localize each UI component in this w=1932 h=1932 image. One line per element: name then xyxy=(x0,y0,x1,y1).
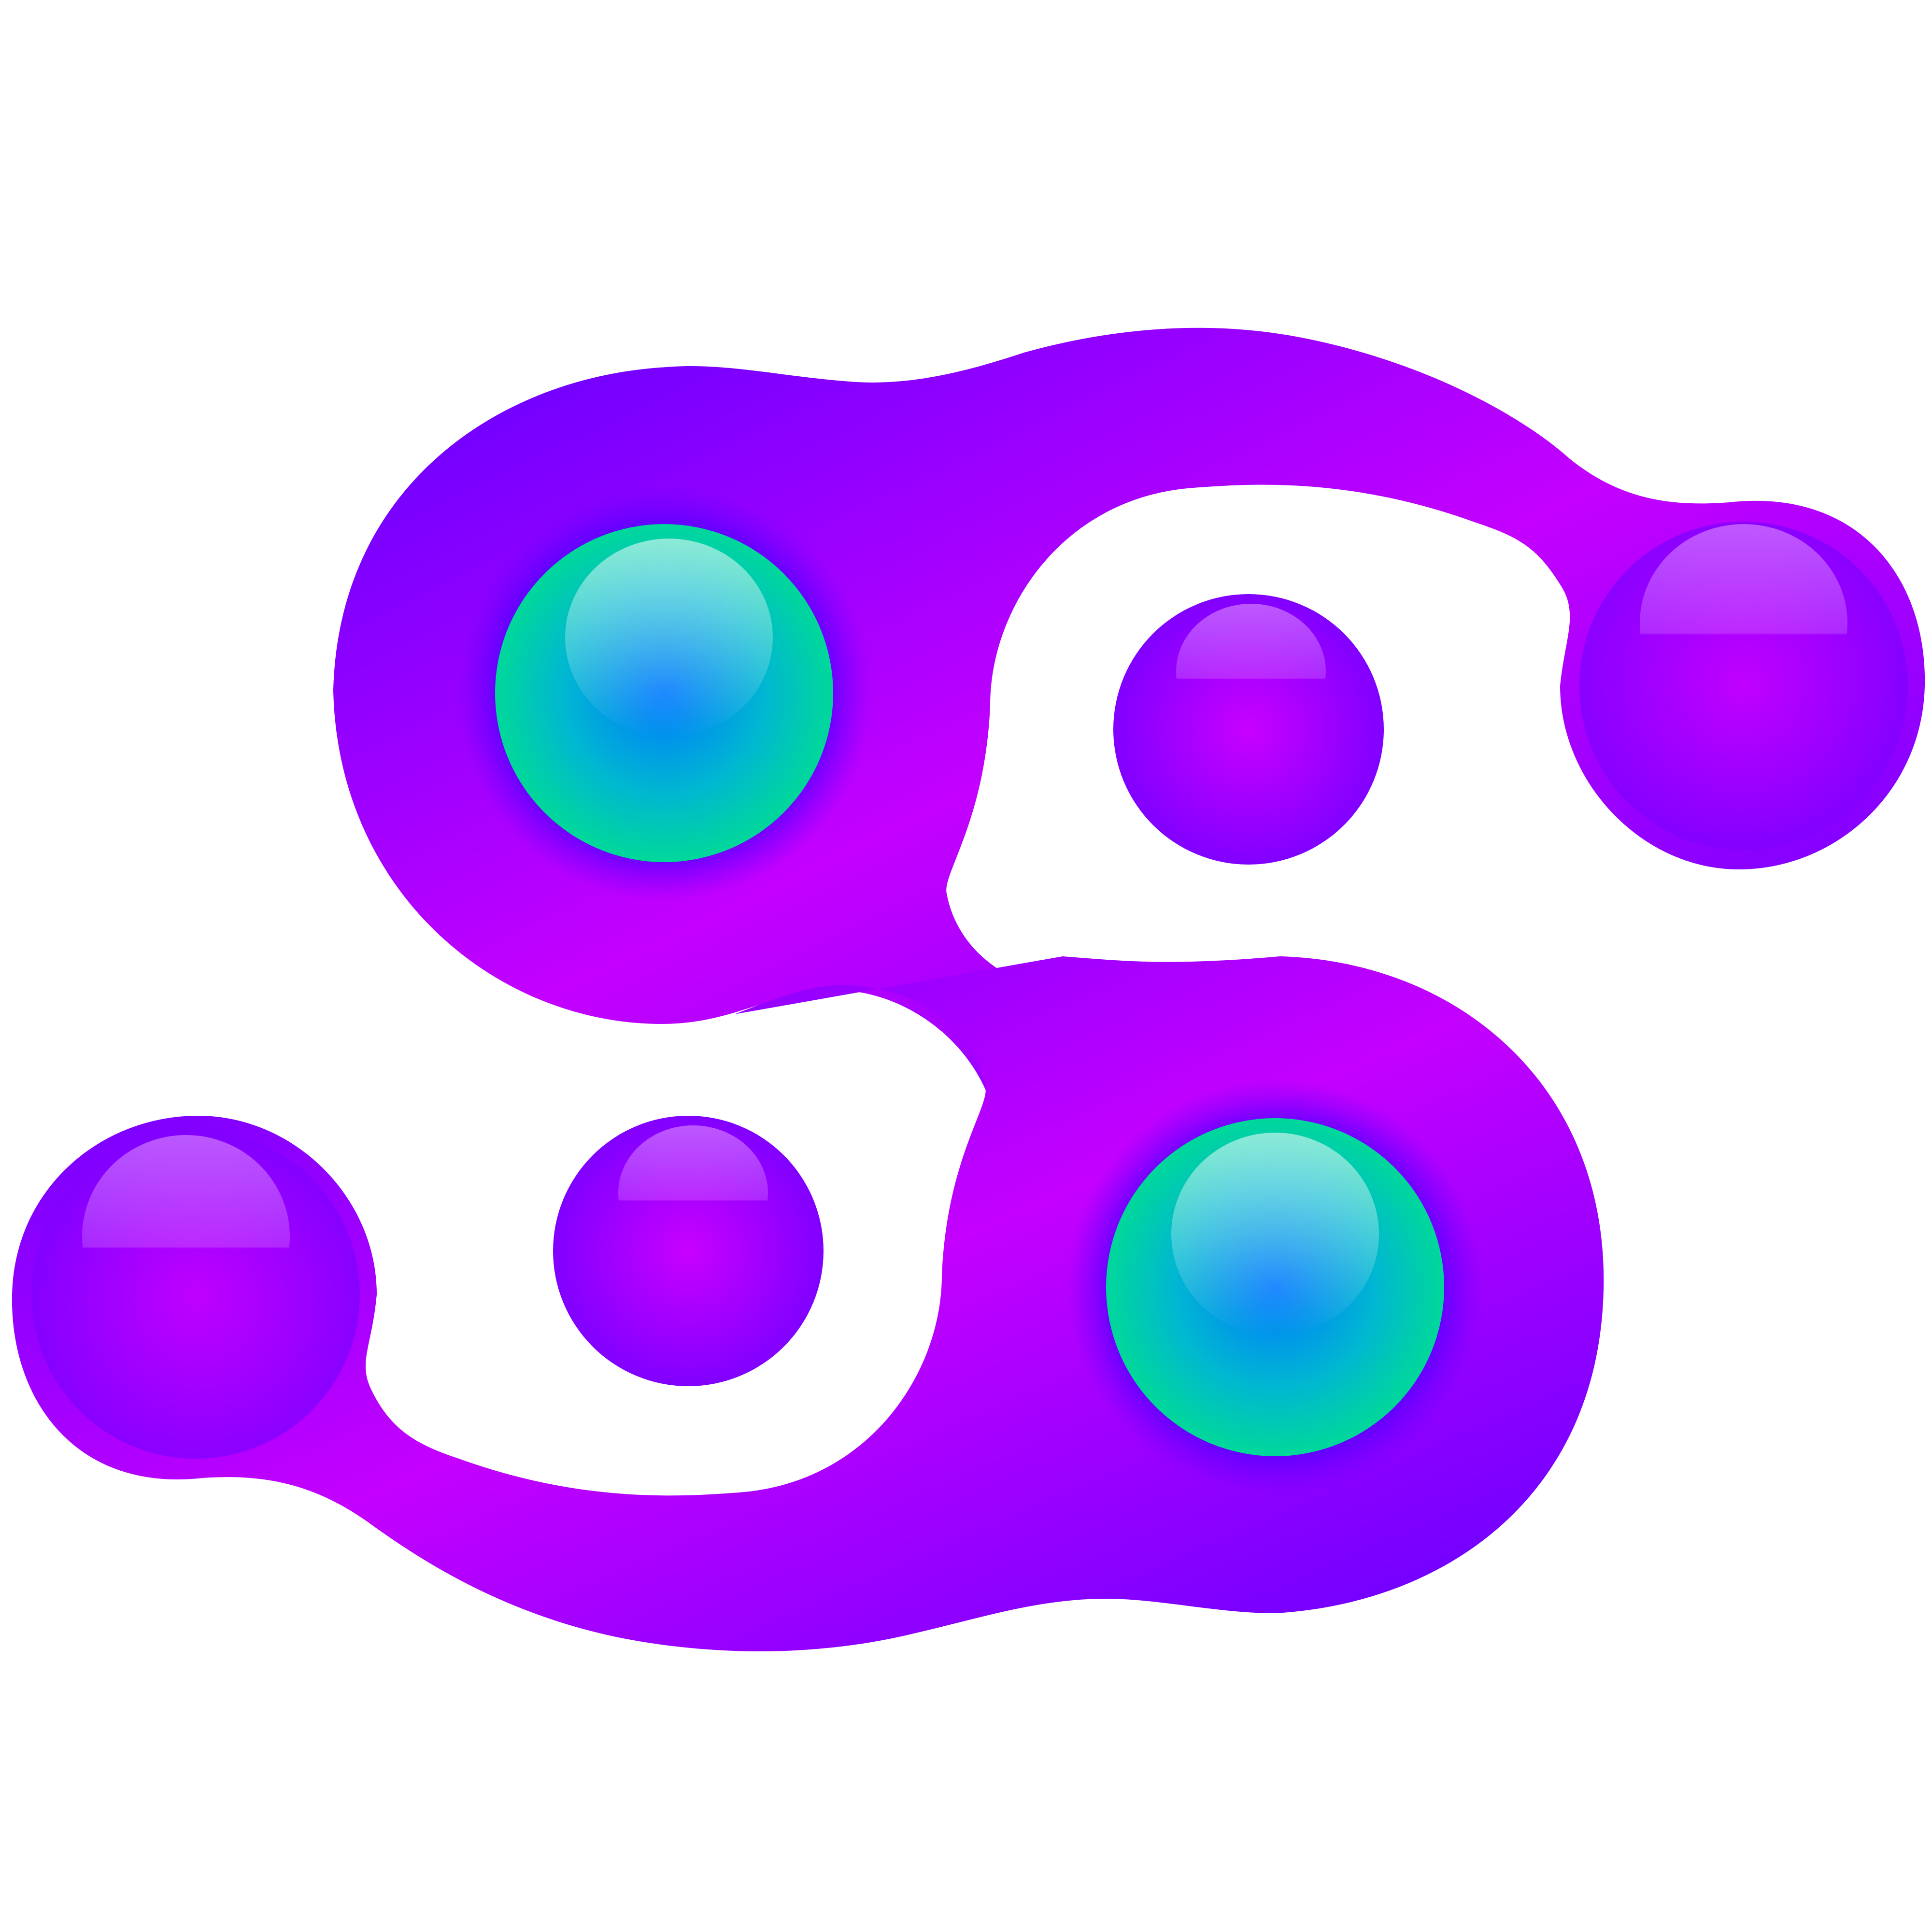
right-tail-orb xyxy=(1579,522,1908,850)
upper-middle-purple-orb xyxy=(1113,594,1384,865)
upper-left-green-orb xyxy=(456,485,872,901)
lower-right-green-orb xyxy=(1067,1080,1483,1495)
lower-middle-purple-orb xyxy=(553,1116,824,1386)
left-tail-orb xyxy=(31,1130,360,1459)
